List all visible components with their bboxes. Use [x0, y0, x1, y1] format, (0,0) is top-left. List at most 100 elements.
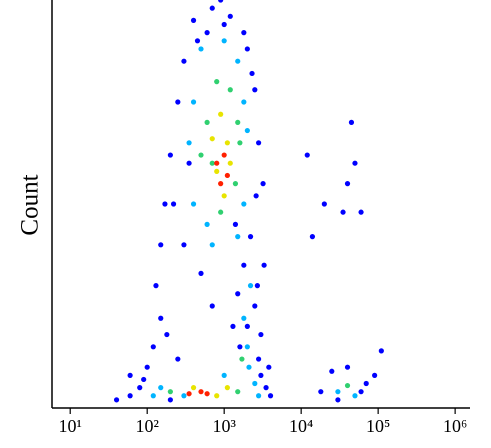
data-point — [218, 181, 224, 187]
data-point — [344, 382, 351, 389]
data-point — [150, 393, 156, 399]
data-point — [181, 58, 187, 64]
data-point — [209, 160, 215, 166]
data-point — [224, 385, 230, 391]
data-point — [175, 356, 181, 362]
data-point — [235, 58, 241, 64]
data-point — [198, 152, 204, 158]
data-point — [252, 87, 258, 93]
data-point — [153, 283, 159, 289]
data-point — [170, 201, 177, 207]
x-tick-label: 10³ — [212, 416, 236, 436]
x-tick-label: 10⁴ — [289, 416, 313, 436]
data-point — [227, 160, 233, 166]
data-point — [309, 234, 316, 240]
data-point — [190, 201, 197, 207]
data-point — [321, 201, 327, 207]
data-point — [241, 99, 247, 105]
data-point — [256, 140, 262, 146]
data-point — [344, 181, 351, 187]
data-point — [127, 393, 133, 399]
data-point — [218, 111, 224, 117]
data-point — [378, 348, 384, 354]
data-point — [256, 356, 262, 362]
data-point — [194, 38, 201, 44]
data-point — [256, 393, 262, 399]
data-point — [340, 209, 346, 215]
data-point — [246, 364, 252, 370]
data-point — [214, 160, 220, 166]
data-point — [214, 168, 220, 174]
data-point — [167, 152, 173, 158]
data-point — [249, 70, 255, 77]
data-point — [158, 242, 164, 248]
data-point — [244, 46, 250, 52]
data-point — [241, 201, 247, 207]
data-point — [241, 315, 247, 321]
data-point — [221, 372, 227, 378]
data-point — [247, 283, 254, 289]
data-point — [227, 13, 233, 19]
data-point — [164, 331, 170, 338]
data-point — [209, 242, 215, 248]
data-point — [352, 160, 358, 166]
data-point — [198, 389, 204, 395]
data-point — [167, 389, 173, 395]
data-point — [190, 99, 197, 105]
data-point — [204, 30, 210, 36]
data-point — [190, 385, 197, 391]
data-point — [254, 283, 260, 289]
data-point — [329, 368, 335, 374]
data-point — [372, 372, 378, 378]
data-point — [318, 389, 324, 395]
data-point — [218, 0, 224, 3]
data-point — [266, 364, 272, 370]
data-point — [150, 344, 156, 350]
data-point — [137, 385, 143, 391]
data-point — [237, 140, 243, 146]
data-point — [224, 140, 230, 146]
data-point — [221, 152, 227, 158]
data-point — [247, 234, 254, 240]
data-point — [224, 172, 230, 179]
data-point — [252, 303, 258, 309]
data-point — [230, 323, 236, 329]
data-point — [244, 323, 250, 329]
data-point — [186, 140, 192, 146]
data-point — [198, 270, 204, 276]
data-point — [335, 397, 341, 403]
data-point — [167, 397, 173, 403]
data-point — [358, 389, 364, 395]
data-point — [186, 160, 192, 166]
data-point — [209, 303, 215, 309]
data-point — [144, 364, 150, 370]
data-point — [241, 30, 247, 36]
data-point — [181, 393, 187, 399]
data-point — [260, 181, 266, 187]
data-point — [235, 291, 241, 297]
data-point — [335, 389, 341, 395]
data-point — [235, 389, 241, 395]
data-point — [252, 380, 258, 387]
data-point — [258, 331, 264, 338]
data-point — [237, 344, 243, 350]
y-axis-label: Count — [17, 174, 44, 235]
data-point — [175, 99, 181, 105]
data-point — [227, 87, 233, 93]
data-point — [267, 393, 274, 399]
x-tick-label: 10¹ — [59, 416, 82, 436]
data-point — [253, 193, 259, 199]
data-point — [209, 5, 215, 11]
data-point — [158, 315, 164, 321]
data-point — [218, 209, 224, 215]
data-point — [261, 262, 267, 268]
data-point — [127, 372, 133, 378]
data-point — [352, 393, 358, 399]
data-point — [141, 376, 147, 383]
data-point — [214, 79, 220, 85]
data-point — [204, 221, 210, 227]
data-point — [244, 127, 250, 134]
data-point — [204, 119, 210, 125]
data-point — [221, 21, 227, 28]
